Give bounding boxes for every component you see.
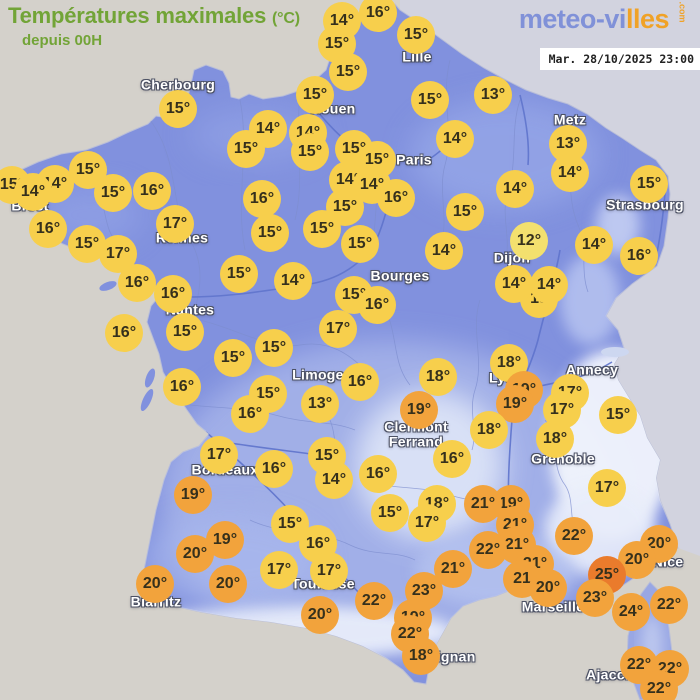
temp-bubble: 15° [341,225,379,263]
temp-bubble: 17° [200,436,238,474]
temp-bubble: 17° [260,551,298,589]
city-label-paris: Paris [396,151,432,168]
logo-suffix: .com [677,1,688,23]
temp-bubble: 15° [214,339,252,377]
temp-bubble: 14° [436,120,474,158]
temp-bubble: 21° [464,485,502,523]
temp-bubble: 16° [620,237,658,275]
temp-bubble: 16° [341,363,379,401]
temp-bubble: 18° [419,358,457,396]
temp-bubble: 16° [163,368,201,406]
temp-bubble: 18° [402,637,440,675]
temp-bubble: 16° [231,395,269,433]
temp-bubble: 24° [612,593,650,631]
temp-bubble: 16° [118,264,156,302]
temp-bubble: 15° [94,174,132,212]
temp-bubble: 17° [99,235,137,273]
temp-bubble: 22° [650,586,688,624]
temp-bubble: 15° [371,494,409,532]
temp-bubble: 20° [136,565,174,603]
temp-bubble: 14° [496,170,534,208]
temp-bubble: 14° [425,232,463,270]
meteo-villes-logo[interactable]: meteo-villes .com [518,1,690,35]
temp-bubble: 15° [166,313,204,351]
temp-bubble: 16° [359,0,397,32]
temp-bubble: 16° [243,180,281,218]
city-label-bourges: Bourges [370,267,430,284]
temp-bubble: 15° [329,53,367,91]
title-text: Températures maximales [8,3,267,28]
temp-bubble: 15° [159,90,197,128]
temp-bubble: 23° [576,579,614,617]
neighbor-land [400,0,700,556]
temp-bubble: 15° [271,505,309,543]
temp-bubble: 16° [377,179,415,217]
title-block: Températures maximales (°C) depuis 00H [8,3,300,49]
temp-bubble: 16° [133,172,171,210]
lake-geneva [601,347,629,357]
temp-bubble: 20° [209,565,247,603]
city-label-annecy: Annecy [565,361,619,378]
temp-bubble: 20° [529,569,567,607]
temp-bubble: 12° [510,222,548,260]
city-label-cherbourg: Cherbourg [140,76,216,93]
city-label-strasbourg: Strasbourg [606,196,684,213]
temp-bubble: 22° [469,531,507,569]
temp-bubble: 15° [296,76,334,114]
temp-bubble: 14° [274,262,312,300]
temp-bubble: 18° [536,420,574,458]
temp-bubble: 15° [630,165,668,203]
temp-bubble: 14° [315,461,353,499]
temp-bubble: 17° [310,552,348,590]
temp-bubble: 17° [588,469,626,507]
temp-bubble: 16° [154,275,192,313]
temp-bubble: 15° [220,255,258,293]
page-subtitle: depuis 00H [22,32,103,49]
city-label-metz: Metz [553,111,587,128]
temp-bubble: 14° [249,110,287,148]
temp-bubble: 19° [400,391,438,429]
temp-bubble: 15° [599,396,637,434]
temp-bubble: 22° [555,517,593,555]
temp-bubble: 19° [174,476,212,514]
temp-bubble: 16° [105,314,143,352]
temp-bubble: 17° [408,504,446,542]
page-title: Températures maximales (°C) [8,3,300,29]
temp-bubble: 19° [496,385,534,423]
temp-bubble: 15° [303,210,341,248]
temp-bubble: 16° [29,210,67,248]
temp-bubble: 13° [301,385,339,423]
logo-part-orange: lles [625,4,670,34]
temp-bubble: 15° [255,329,293,367]
temp-bubble: 14° [575,226,613,264]
temp-bubble: 20° [301,596,339,634]
temp-bubble: 16° [255,450,293,488]
temp-bubble: 15° [227,130,265,168]
temp-bubble: 17° [319,310,357,348]
temp-bubble: 20° [176,535,214,573]
temp-bubble: 14° [551,154,589,192]
temp-bubble: 16° [433,440,471,478]
temp-bubble: 22° [355,582,393,620]
temp-bubble: 22° [640,670,678,700]
temp-bubble: 15° [411,81,449,119]
logo-part-blue: meteo-vi [518,4,627,34]
temp-bubble: 14° [14,173,52,211]
temp-bubble: 17° [156,205,194,243]
temp-bubble: 15° [251,214,289,252]
temp-bubble: 14° [530,266,568,304]
temp-bubble: 18° [470,411,508,449]
temp-bubble: 13° [474,76,512,114]
timestamp-box: Mar. 28/10/2025 23:00 [539,48,700,70]
temp-bubble: 16° [358,286,396,324]
city-label-limoges: Limoges [292,366,352,383]
temp-bubble: 15° [397,16,435,54]
temp-bubble: 16° [359,455,397,493]
temp-bubble: 14° [495,265,533,303]
temp-bubble: 15° [446,193,484,231]
temp-bubble: 15° [291,133,329,171]
title-unit: (°C) [272,10,300,27]
